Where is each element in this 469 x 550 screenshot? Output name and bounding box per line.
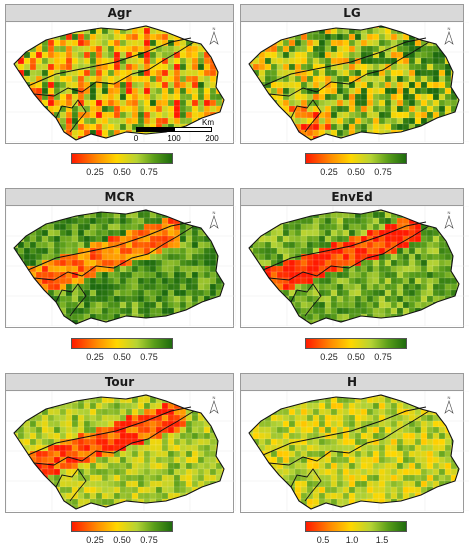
choropleth-map: N (241, 22, 469, 142)
svg-text:N: N (213, 26, 216, 31)
legend-tick: 0.50 (113, 167, 131, 177)
legend-tick: 0.75 (374, 352, 392, 362)
boundary-line (268, 41, 430, 97)
map-panel-lg: LG N (240, 4, 469, 144)
boundary-line (13, 394, 225, 510)
boundary-line (13, 209, 225, 325)
map-panel-mcr: MCR N (5, 188, 236, 328)
svg-text:N: N (213, 395, 216, 400)
legend-tick: 0.50 (347, 352, 365, 362)
legend-tick: 0.75 (374, 167, 392, 177)
boundary-line (33, 410, 195, 466)
grid-cells (14, 210, 224, 324)
panel-title: MCR (6, 189, 233, 206)
legend-colorbar (71, 521, 173, 532)
choropleth-map: N (6, 22, 236, 142)
color-legend: 0.25 0.50 0.75 (71, 338, 173, 366)
choropleth-map: N (6, 206, 236, 326)
boundary-line (248, 209, 460, 325)
legend-colorbar (71, 338, 173, 349)
panel-title: Tour (6, 374, 233, 391)
scale-bar: 0 100 200 Km (133, 118, 219, 145)
scale-label-100: 100 (167, 134, 181, 143)
boundary-line (262, 406, 427, 456)
map-panel-enved: EnvEd N (240, 188, 469, 328)
legend-tick: 0.5 (316, 535, 330, 545)
legend-tick: 0.50 (113, 535, 131, 545)
legend-colorbar (305, 521, 407, 532)
panel-title: EnvEd (241, 189, 463, 206)
grid-cells (249, 210, 459, 324)
scale-label-200: 200 (205, 134, 219, 143)
color-legend: 0.25 0.50 0.75 (71, 521, 173, 549)
boundary-line (27, 406, 192, 456)
choropleth-map: N (6, 391, 236, 511)
boundary-line (262, 221, 427, 271)
boundary-line (262, 37, 427, 87)
legend-colorbar (71, 153, 173, 164)
boundary-line (290, 468, 322, 502)
legend-tick: 1.5 (375, 535, 389, 545)
legend-tick: 0.25 (86, 167, 104, 177)
legend-colorbar (305, 338, 407, 349)
boundary-line (33, 225, 195, 281)
boundary-line (55, 99, 87, 133)
choropleth-map: N (241, 391, 469, 511)
scale-unit: Km (202, 118, 214, 127)
panel-title: LG (241, 5, 463, 22)
north-arrow-icon: N (444, 210, 454, 229)
legend-colorbar (305, 153, 407, 164)
panel-title: Agr (6, 5, 233, 22)
map-panel-h: H N (240, 373, 469, 513)
boundary-line (248, 25, 460, 141)
grid-cells (249, 26, 459, 140)
boundary-line (13, 25, 225, 141)
color-legend: 0.25 0.50 0.75 (305, 153, 407, 181)
legend-tick: 0.25 (320, 352, 338, 362)
legend-tick: 0.50 (113, 352, 131, 362)
svg-text:N: N (448, 26, 451, 31)
svg-text:N: N (213, 210, 216, 215)
legend-tick: 0.75 (140, 352, 158, 362)
legend-tick: 0.50 (347, 167, 365, 177)
legend-tick: 0.25 (86, 535, 104, 545)
legend-tick: 0.75 (140, 167, 158, 177)
map-panel-agr: Agr N 0 100 200 Km (5, 4, 236, 145)
boundary-line (55, 283, 87, 317)
scale-label-0: 0 (133, 134, 139, 143)
svg-text:N: N (448, 395, 451, 400)
legend-tick: 1.0 (345, 535, 359, 545)
legend-tick: 0.25 (320, 167, 338, 177)
legend-tick: 0.25 (86, 352, 104, 362)
boundary-line (268, 410, 430, 466)
boundary-line (27, 221, 192, 271)
panel-title: H (241, 374, 463, 391)
boundary-line (248, 394, 460, 510)
north-arrow-icon: N (209, 210, 219, 229)
color-legend: 0.25 0.50 0.75 (305, 338, 407, 366)
svg-text:N: N (448, 210, 451, 215)
boundary-line (27, 37, 192, 87)
choropleth-map: N (241, 206, 469, 326)
grid-cells (14, 395, 224, 509)
map-panel-tour: Tour N (5, 373, 236, 513)
north-arrow-icon: N (444, 395, 454, 414)
boundary-line (268, 225, 430, 281)
boundary-line (55, 468, 87, 502)
north-arrow-icon: N (444, 26, 454, 45)
boundary-line (290, 99, 322, 133)
boundary-line (290, 283, 322, 317)
boundary-line (33, 41, 195, 97)
color-legend: 0.25 0.50 0.75 (71, 153, 173, 181)
north-arrow-icon: N (209, 395, 219, 414)
north-arrow-icon: N (209, 26, 219, 45)
grid-cells (249, 395, 459, 509)
legend-tick: 0.75 (140, 535, 158, 545)
color-legend: 0.5 1.0 1.5 (305, 521, 407, 549)
